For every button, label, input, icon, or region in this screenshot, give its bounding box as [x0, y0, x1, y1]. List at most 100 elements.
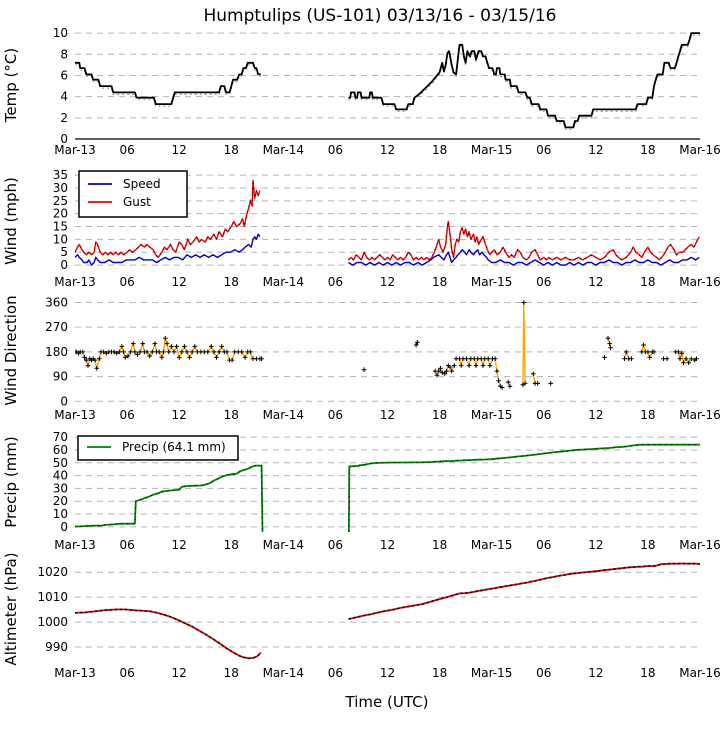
y-axis-label: Temp (°C): [2, 48, 20, 123]
series-line: [623, 351, 632, 360]
y-tick-label: 90: [53, 370, 68, 384]
plus-markers: [75, 335, 264, 371]
x-tick-label: 18: [224, 538, 239, 552]
legend-label: Gust: [123, 195, 151, 209]
x-tick-label: Mar-14: [263, 275, 304, 289]
y-tick-label: 10: [53, 26, 68, 40]
series-marker-shadow: [348, 34, 700, 131]
x-tick-label: 06: [328, 408, 343, 422]
y-axis-label: Wind Direction: [2, 295, 20, 405]
x-tick-label: 18: [640, 408, 655, 422]
y-tick-label: 20: [53, 207, 68, 221]
plus-markers: [661, 356, 670, 361]
x-tick-label: Mar-13: [54, 538, 95, 552]
legend-precipitation: Precip (64.1 mm): [77, 435, 239, 461]
y-tick-label: 6: [60, 68, 68, 82]
plus-markers: [548, 381, 553, 386]
x-tick-label: Mar-16: [679, 666, 720, 680]
x-tick-label: Mar-13: [54, 275, 95, 289]
legend-label: Speed: [123, 177, 161, 191]
series-marker-flecks: [348, 562, 700, 620]
x-tick-label: Mar-16: [679, 143, 720, 157]
x-tick-label: 18: [432, 275, 447, 289]
series-line: [456, 358, 503, 389]
y-tick-label: 5: [60, 245, 68, 259]
series-line: [75, 233, 261, 266]
x-tick-label: 18: [640, 143, 655, 157]
x-tick-label: Mar-16: [679, 538, 720, 552]
y-tick-label: 20: [53, 494, 68, 508]
y-tick-label: 1010: [37, 590, 68, 604]
x-tick-label: 18: [432, 408, 447, 422]
x-tick-label: Mar-14: [263, 666, 304, 680]
y-tick-label: 990: [45, 640, 68, 654]
x-tick-label: 18: [432, 538, 447, 552]
plus-markers: [531, 371, 540, 386]
plus-markers: [520, 300, 528, 388]
x-tick-label: 18: [640, 538, 655, 552]
x-tick-label: 18: [224, 408, 239, 422]
x-tick-label: 06: [536, 143, 551, 157]
x-tick-label: 12: [380, 408, 395, 422]
series-speed: [75, 232, 700, 267]
legend-box: [77, 435, 239, 461]
y-tick-label: 40: [53, 469, 68, 483]
series-line: [75, 179, 261, 259]
x-tick-label: Mar-16: [679, 275, 720, 289]
x-tick-label: Mar-13: [54, 143, 95, 157]
x-tick-label: 06: [119, 538, 134, 552]
panel-temperature: 0 2 4 6 8 10 Mar-13 06 12 18 Mar-14 06 12 18 Mar-15 06 1…: [2, 26, 721, 157]
x-tick-label: 18: [640, 275, 655, 289]
x-tick-label: Mar-14: [263, 143, 304, 157]
y-tick-label: 10: [53, 232, 68, 246]
x-tick-label: 18: [432, 666, 447, 680]
series-precip: [75, 443, 700, 532]
x-tick-label: 06: [119, 143, 134, 157]
series-marker-shadow: [75, 64, 261, 107]
x-tick-label: 18: [224, 275, 239, 289]
x-tick-label: 06: [119, 275, 134, 289]
x-tick-label: 06: [536, 666, 551, 680]
series-altimeter: [75, 562, 700, 660]
series-line: [75, 608, 262, 660]
chart-panels: 0 2 4 6 8 10 Mar-13 06 12 18 Mar-14 06 12 18 Mar-15 06 1…: [2, 26, 721, 680]
plus-markers: [505, 379, 513, 389]
y-axis-label: Wind (mph): [2, 177, 20, 265]
x-axis-title: Time (UTC): [345, 693, 429, 711]
y-tick-label: 30: [53, 481, 68, 495]
y-tick-label: 180: [45, 345, 68, 359]
y-tick-label: 60: [53, 443, 68, 457]
series-line: [347, 220, 700, 261]
x-tick-label: Mar-14: [263, 538, 304, 552]
plus-markers: [413, 340, 420, 348]
series-marker-flecks: [348, 221, 700, 261]
x-tick-label: 06: [119, 666, 134, 680]
x-tick-label: 12: [172, 408, 187, 422]
x-tick-label: 12: [588, 143, 603, 157]
x-tick-label: 06: [536, 538, 551, 552]
x-tick-label: 12: [380, 538, 395, 552]
legend-label: Precip (64.1 mm): [122, 440, 226, 454]
plus-markers: [432, 363, 457, 378]
plus-markers: [361, 367, 367, 372]
x-tick-label: 06: [328, 143, 343, 157]
y-tick-label: 0: [60, 520, 68, 534]
series-line: [75, 61, 261, 105]
x-tick-label: 06: [328, 538, 343, 552]
series-line: [348, 32, 700, 129]
plus-markers: [639, 342, 657, 360]
x-tick-label: 12: [588, 408, 603, 422]
x-tick-label: 06: [328, 275, 343, 289]
x-tick-label: 18: [224, 666, 239, 680]
plus-markers: [605, 335, 613, 351]
x-tick-label: 12: [172, 143, 187, 157]
series-line: [675, 351, 697, 364]
series-line: [348, 443, 700, 532]
x-tick-label: 12: [172, 538, 187, 552]
chart-title: Humptulips (US-101) 03/13/16 - 03/15/16: [204, 6, 557, 26]
x-tick-label: Mar-15: [471, 408, 512, 422]
y-tick-label: 0: [60, 132, 68, 146]
